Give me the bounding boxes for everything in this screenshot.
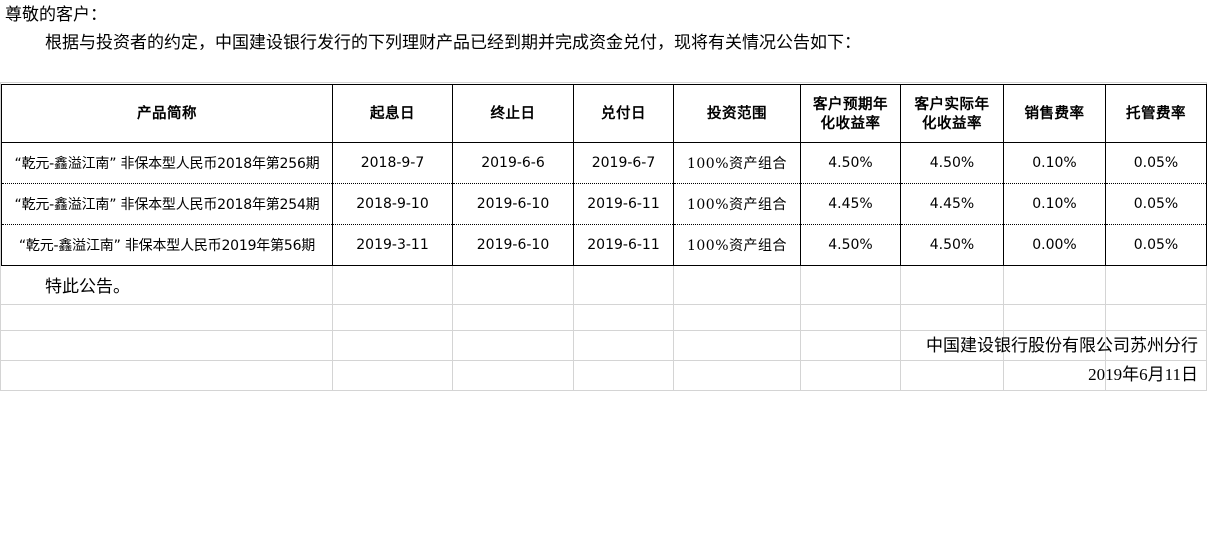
- grid-line-horizontal: [0, 360, 1207, 361]
- column-header-actual-rate: 客户实际年 化收益率: [900, 84, 1004, 143]
- cell-custody-fee: 0.05%: [1105, 183, 1207, 225]
- header-line: 起息日: [370, 105, 415, 122]
- header-line: 托管费率: [1126, 105, 1186, 122]
- cell-sales-fee: 0.00%: [1003, 224, 1106, 266]
- column-header-end-date: 终止日: [452, 84, 574, 143]
- cell-start-date: 2019-3-11: [332, 224, 453, 266]
- column-header-product-name: 产品简称: [1, 84, 333, 143]
- column-header-sales-fee: 销售费率: [1003, 84, 1106, 143]
- cell-product-name: “乾元-鑫溢江南” 非保本型人民币2018年第256期: [1, 142, 333, 184]
- grid-line-vertical: [673, 264, 674, 390]
- grid-line-vertical: [332, 264, 333, 390]
- header-line: 兑付日: [601, 105, 646, 122]
- header-line: 产品简称: [137, 105, 197, 122]
- column-header-payment-date: 兑付日: [573, 84, 674, 143]
- column-header-expected-rate: 客户预期年 化收益率: [800, 84, 901, 143]
- column-header-custody-fee: 托管费率: [1105, 84, 1207, 143]
- cell-payment-date: 2019-6-7: [573, 142, 674, 184]
- grid-line-vertical: [800, 264, 801, 390]
- cell-sales-fee: 0.10%: [1003, 183, 1106, 225]
- cell-custody-fee: 0.05%: [1105, 224, 1207, 266]
- cell-end-date: 2019-6-10: [452, 183, 574, 225]
- table-row: “乾元-鑫溢江南” 非保本型人民币2018年第256期 2018-9-7 201…: [1, 142, 1207, 184]
- cell-actual-rate: 4.50%: [900, 224, 1004, 266]
- closing-text: 特此公告。: [45, 277, 130, 296]
- table-row: “乾元-鑫溢江南” 非保本型人民币2018年第254期 2018-9-10 20…: [1, 183, 1207, 225]
- signature-date: 2019年6月11日: [1088, 365, 1198, 384]
- grid-line-vertical: [573, 264, 574, 390]
- cell-product-name: “乾元-鑫溢江南” 非保本型人民币2019年第56期: [1, 224, 333, 266]
- grid-line-horizontal: [0, 390, 1207, 391]
- header-line: 化收益率: [922, 114, 982, 132]
- signature-organization: 中国建设银行股份有限公司苏州分行: [926, 336, 1198, 355]
- salutation-text: 尊敬的客户：: [5, 5, 107, 24]
- cell-scope: 100%资产组合: [673, 142, 801, 184]
- cell-expected-rate: 4.50%: [800, 224, 901, 266]
- cell-sales-fee: 0.10%: [1003, 142, 1106, 184]
- header-line: 化收益率: [820, 114, 881, 132]
- cell-custody-fee: 0.05%: [1105, 142, 1207, 184]
- cell-scope: 100%资产组合: [673, 224, 801, 266]
- column-header-start-date: 起息日: [332, 84, 453, 143]
- cell-expected-rate: 4.50%: [800, 142, 901, 184]
- grid-line-horizontal: [0, 82, 1207, 83]
- cell-payment-date: 2019-6-11: [573, 224, 674, 266]
- cell-end-date: 2019-6-10: [452, 224, 574, 266]
- header-line: 销售费率: [1024, 105, 1085, 122]
- grid-line-vertical: [1003, 264, 1004, 390]
- grid-line-vertical: [452, 264, 453, 390]
- cell-scope: 100%资产组合: [673, 183, 801, 225]
- grid-line-vertical: [900, 264, 901, 390]
- header-line: 投资范围: [707, 105, 767, 122]
- product-table: 产品简称 起息日 终止日 兑付日 投资范围 客户预期年 化收益率 客户实际年 化…: [1, 84, 1207, 266]
- grid-line-horizontal: [0, 330, 1207, 331]
- cell-expected-rate: 4.45%: [800, 183, 901, 225]
- cell-start-date: 2018-9-10: [332, 183, 453, 225]
- column-header-investment-scope: 投资范围: [673, 84, 801, 143]
- table-header-row: 产品简称 起息日 终止日 兑付日 投资范围 客户预期年 化收益率 客户实际年 化…: [1, 84, 1207, 143]
- grid-line-horizontal: [0, 304, 1207, 305]
- header-line: 客户实际年: [914, 95, 990, 113]
- intro-paragraph: 根据与投资者的约定，中国建设银行发行的下列理财产品已经到期并完成资金兑付，现将有…: [45, 33, 861, 52]
- cell-start-date: 2018-9-7: [332, 142, 453, 184]
- cell-payment-date: 2019-6-11: [573, 183, 674, 225]
- header-line: 终止日: [490, 105, 536, 122]
- table-row: “乾元-鑫溢江南” 非保本型人民币2019年第56期 2019-3-11 201…: [1, 224, 1207, 266]
- header-line: 客户预期年: [813, 95, 888, 113]
- cell-actual-rate: 4.50%: [900, 142, 1004, 184]
- cell-end-date: 2019-6-6: [452, 142, 574, 184]
- cell-product-name: “乾元-鑫溢江南” 非保本型人民币2018年第254期: [1, 183, 333, 225]
- cell-actual-rate: 4.45%: [900, 183, 1004, 225]
